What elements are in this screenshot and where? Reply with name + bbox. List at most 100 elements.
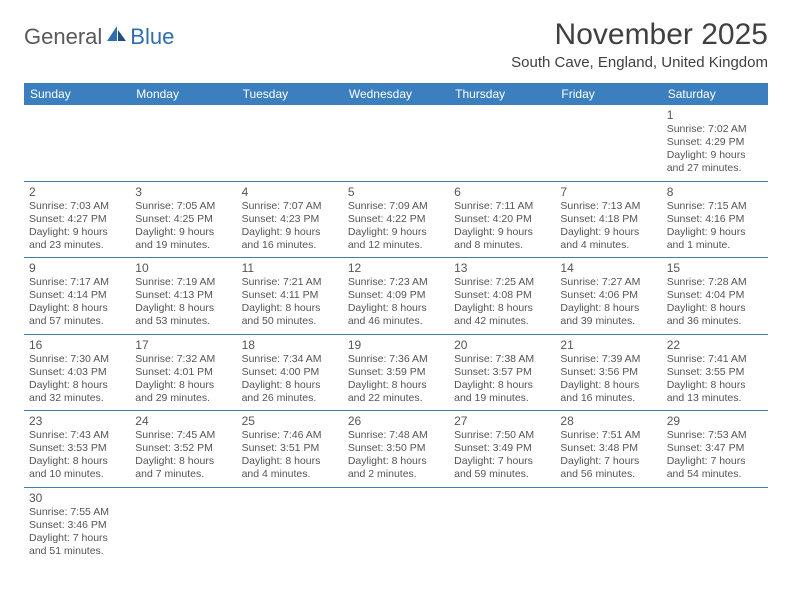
dow-cell: Monday bbox=[130, 83, 236, 105]
day-cell: 4Sunrise: 7:07 AMSunset: 4:23 PMDaylight… bbox=[237, 182, 343, 258]
day-number: 21 bbox=[560, 338, 656, 352]
title-block: November 2025 South Cave, England, Unite… bbox=[511, 18, 768, 71]
day-info: Sunrise: 7:11 AMSunset: 4:20 PMDaylight:… bbox=[454, 200, 550, 253]
day-cell: 16Sunrise: 7:30 AMSunset: 4:03 PMDayligh… bbox=[24, 335, 130, 411]
day-number: 3 bbox=[135, 185, 231, 199]
day-cell: 22Sunrise: 7:41 AMSunset: 3:55 PMDayligh… bbox=[662, 335, 768, 411]
day-cell bbox=[555, 105, 661, 181]
day-number: 23 bbox=[29, 414, 125, 428]
dow-cell: Saturday bbox=[662, 83, 768, 105]
day-cell: 12Sunrise: 7:23 AMSunset: 4:09 PMDayligh… bbox=[343, 258, 449, 334]
day-info: Sunrise: 7:27 AMSunset: 4:06 PMDaylight:… bbox=[560, 276, 656, 329]
day-cell: 17Sunrise: 7:32 AMSunset: 4:01 PMDayligh… bbox=[130, 335, 236, 411]
dow-header-row: SundayMondayTuesdayWednesdayThursdayFrid… bbox=[24, 83, 768, 105]
day-number: 19 bbox=[348, 338, 444, 352]
day-cell: 21Sunrise: 7:39 AMSunset: 3:56 PMDayligh… bbox=[555, 335, 661, 411]
day-number: 14 bbox=[560, 261, 656, 275]
day-cell: 25Sunrise: 7:46 AMSunset: 3:51 PMDayligh… bbox=[237, 411, 343, 487]
day-cell: 29Sunrise: 7:53 AMSunset: 3:47 PMDayligh… bbox=[662, 411, 768, 487]
day-number: 30 bbox=[29, 491, 125, 505]
dow-cell: Tuesday bbox=[237, 83, 343, 105]
day-cell: 26Sunrise: 7:48 AMSunset: 3:50 PMDayligh… bbox=[343, 411, 449, 487]
day-cell bbox=[555, 488, 661, 564]
day-info: Sunrise: 7:19 AMSunset: 4:13 PMDaylight:… bbox=[135, 276, 231, 329]
day-info: Sunrise: 7:13 AMSunset: 4:18 PMDaylight:… bbox=[560, 200, 656, 253]
day-info: Sunrise: 7:05 AMSunset: 4:25 PMDaylight:… bbox=[135, 200, 231, 253]
day-info: Sunrise: 7:43 AMSunset: 3:53 PMDaylight:… bbox=[29, 429, 125, 482]
day-info: Sunrise: 7:41 AMSunset: 3:55 PMDaylight:… bbox=[667, 353, 763, 406]
day-cell bbox=[24, 105, 130, 181]
day-number: 24 bbox=[135, 414, 231, 428]
day-info: Sunrise: 7:21 AMSunset: 4:11 PMDaylight:… bbox=[242, 276, 338, 329]
day-info: Sunrise: 7:53 AMSunset: 3:47 PMDaylight:… bbox=[667, 429, 763, 482]
day-cell bbox=[343, 488, 449, 564]
day-number: 28 bbox=[560, 414, 656, 428]
day-info: Sunrise: 7:38 AMSunset: 3:57 PMDaylight:… bbox=[454, 353, 550, 406]
week-row: 1Sunrise: 7:02 AMSunset: 4:29 PMDaylight… bbox=[24, 105, 768, 182]
day-cell: 11Sunrise: 7:21 AMSunset: 4:11 PMDayligh… bbox=[237, 258, 343, 334]
day-info: Sunrise: 7:17 AMSunset: 4:14 PMDaylight:… bbox=[29, 276, 125, 329]
day-number: 17 bbox=[135, 338, 231, 352]
day-cell: 30Sunrise: 7:55 AMSunset: 3:46 PMDayligh… bbox=[24, 488, 130, 564]
day-info: Sunrise: 7:50 AMSunset: 3:49 PMDaylight:… bbox=[454, 429, 550, 482]
day-number: 18 bbox=[242, 338, 338, 352]
day-cell: 8Sunrise: 7:15 AMSunset: 4:16 PMDaylight… bbox=[662, 182, 768, 258]
day-number: 6 bbox=[454, 185, 550, 199]
day-number: 15 bbox=[667, 261, 763, 275]
day-number: 7 bbox=[560, 185, 656, 199]
day-cell: 18Sunrise: 7:34 AMSunset: 4:00 PMDayligh… bbox=[237, 335, 343, 411]
dow-cell: Thursday bbox=[449, 83, 555, 105]
dow-cell: Sunday bbox=[24, 83, 130, 105]
day-cell: 5Sunrise: 7:09 AMSunset: 4:22 PMDaylight… bbox=[343, 182, 449, 258]
day-number: 26 bbox=[348, 414, 444, 428]
day-cell bbox=[662, 488, 768, 564]
day-cell: 13Sunrise: 7:25 AMSunset: 4:08 PMDayligh… bbox=[449, 258, 555, 334]
day-cell: 2Sunrise: 7:03 AMSunset: 4:27 PMDaylight… bbox=[24, 182, 130, 258]
day-number: 5 bbox=[348, 185, 444, 199]
day-number: 12 bbox=[348, 261, 444, 275]
day-cell: 19Sunrise: 7:36 AMSunset: 3:59 PMDayligh… bbox=[343, 335, 449, 411]
day-info: Sunrise: 7:28 AMSunset: 4:04 PMDaylight:… bbox=[667, 276, 763, 329]
day-number: 13 bbox=[454, 261, 550, 275]
day-info: Sunrise: 7:51 AMSunset: 3:48 PMDaylight:… bbox=[560, 429, 656, 482]
day-number: 9 bbox=[29, 261, 125, 275]
day-info: Sunrise: 7:30 AMSunset: 4:03 PMDaylight:… bbox=[29, 353, 125, 406]
day-cell: 20Sunrise: 7:38 AMSunset: 3:57 PMDayligh… bbox=[449, 335, 555, 411]
day-cell bbox=[343, 105, 449, 181]
day-number: 2 bbox=[29, 185, 125, 199]
page: General Blue November 2025 South Cave, E… bbox=[0, 0, 792, 563]
week-row: 16Sunrise: 7:30 AMSunset: 4:03 PMDayligh… bbox=[24, 335, 768, 412]
day-info: Sunrise: 7:34 AMSunset: 4:00 PMDaylight:… bbox=[242, 353, 338, 406]
day-info: Sunrise: 7:48 AMSunset: 3:50 PMDaylight:… bbox=[348, 429, 444, 482]
dow-cell: Friday bbox=[555, 83, 661, 105]
day-cell bbox=[237, 105, 343, 181]
logo: General Blue bbox=[24, 18, 174, 50]
day-info: Sunrise: 7:36 AMSunset: 3:59 PMDaylight:… bbox=[348, 353, 444, 406]
day-number: 16 bbox=[29, 338, 125, 352]
day-info: Sunrise: 7:25 AMSunset: 4:08 PMDaylight:… bbox=[454, 276, 550, 329]
day-number: 25 bbox=[242, 414, 338, 428]
day-cell bbox=[449, 105, 555, 181]
day-info: Sunrise: 7:03 AMSunset: 4:27 PMDaylight:… bbox=[29, 200, 125, 253]
day-cell: 23Sunrise: 7:43 AMSunset: 3:53 PMDayligh… bbox=[24, 411, 130, 487]
header-row: General Blue November 2025 South Cave, E… bbox=[24, 18, 768, 71]
day-number: 27 bbox=[454, 414, 550, 428]
day-cell: 24Sunrise: 7:45 AMSunset: 3:52 PMDayligh… bbox=[130, 411, 236, 487]
week-row: 30Sunrise: 7:55 AMSunset: 3:46 PMDayligh… bbox=[24, 488, 768, 564]
day-cell: 1Sunrise: 7:02 AMSunset: 4:29 PMDaylight… bbox=[662, 105, 768, 181]
day-cell: 14Sunrise: 7:27 AMSunset: 4:06 PMDayligh… bbox=[555, 258, 661, 334]
day-cell: 3Sunrise: 7:05 AMSunset: 4:25 PMDaylight… bbox=[130, 182, 236, 258]
day-info: Sunrise: 7:55 AMSunset: 3:46 PMDaylight:… bbox=[29, 506, 125, 559]
day-info: Sunrise: 7:09 AMSunset: 4:22 PMDaylight:… bbox=[348, 200, 444, 253]
sail-icon bbox=[104, 24, 128, 50]
day-cell bbox=[237, 488, 343, 564]
day-cell: 10Sunrise: 7:19 AMSunset: 4:13 PMDayligh… bbox=[130, 258, 236, 334]
day-cell: 7Sunrise: 7:13 AMSunset: 4:18 PMDaylight… bbox=[555, 182, 661, 258]
week-row: 9Sunrise: 7:17 AMSunset: 4:14 PMDaylight… bbox=[24, 258, 768, 335]
day-cell bbox=[130, 105, 236, 181]
day-number: 11 bbox=[242, 261, 338, 275]
location: South Cave, England, United Kingdom bbox=[511, 54, 768, 71]
day-info: Sunrise: 7:46 AMSunset: 3:51 PMDaylight:… bbox=[242, 429, 338, 482]
day-cell: 6Sunrise: 7:11 AMSunset: 4:20 PMDaylight… bbox=[449, 182, 555, 258]
weeks-container: 1Sunrise: 7:02 AMSunset: 4:29 PMDaylight… bbox=[24, 105, 768, 563]
